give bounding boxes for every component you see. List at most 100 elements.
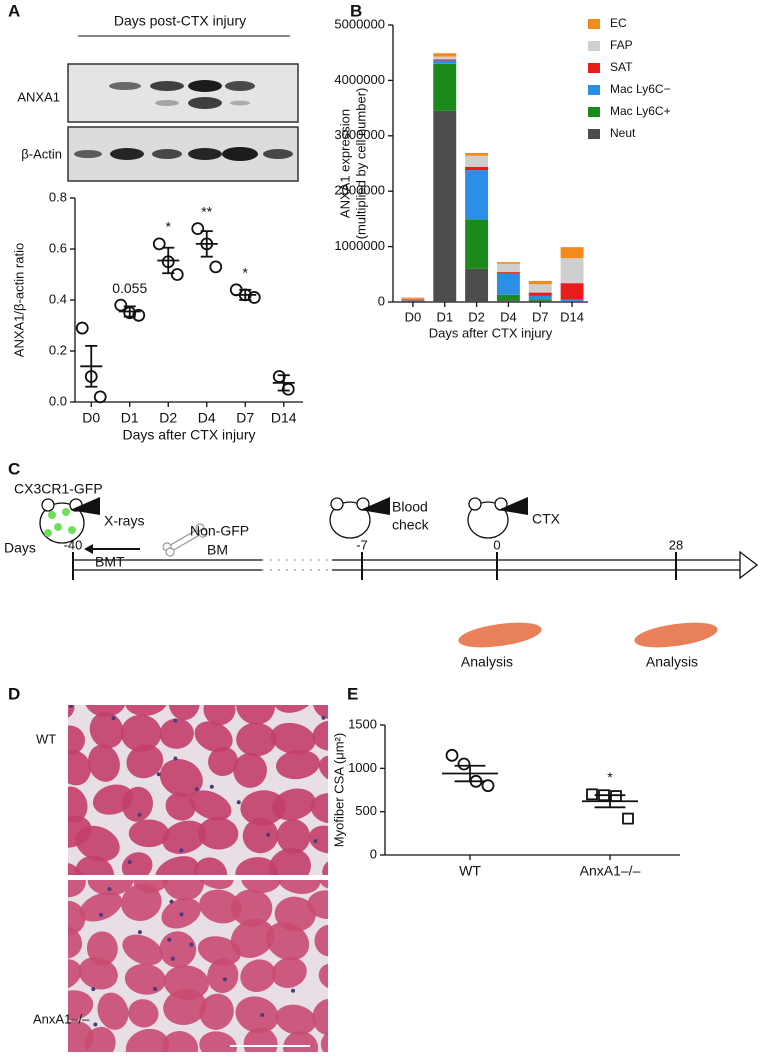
muscle-fiber — [89, 712, 124, 749]
legend-label: Neut — [610, 126, 636, 140]
y-axis-label: Myofiber CSA (μm²) — [331, 733, 346, 847]
data-point — [93, 390, 107, 404]
bar-segment — [560, 247, 584, 259]
data-point — [114, 298, 128, 312]
donor-label: BM — [207, 542, 228, 558]
strain-label: CX3CR1-GFP — [14, 481, 103, 497]
nucleus — [127, 860, 132, 865]
blot-bands — [74, 80, 293, 161]
bar-segment — [401, 298, 425, 300]
muscle-fiber — [268, 848, 311, 875]
x-tick-label: D14 — [271, 410, 297, 426]
nucleus — [93, 1022, 98, 1027]
x-tick-label: D0 — [82, 410, 100, 426]
muscle-fiber — [159, 718, 194, 749]
muscle-fiber — [68, 959, 82, 990]
y-tick-label: 500 — [355, 803, 377, 818]
muscle-fiber — [163, 988, 207, 1025]
data-point — [622, 812, 634, 825]
panel-label: C — [8, 459, 20, 478]
nucleus — [189, 942, 194, 947]
bar-segment — [528, 299, 552, 301]
muscle-fiber — [275, 749, 320, 780]
muscle-fiber — [97, 992, 129, 1030]
bar-segment — [401, 300, 425, 302]
bar-segment — [496, 263, 520, 273]
bar-segment — [496, 262, 520, 264]
legend-label: SAT — [610, 60, 633, 74]
bar-segment — [433, 56, 457, 60]
y-tick-label: 0.2 — [49, 342, 67, 357]
bar-segment — [528, 284, 552, 293]
muscle-fiber — [68, 900, 86, 936]
muscle-fiber — [122, 934, 163, 966]
muscle-fiber — [168, 705, 200, 721]
x-tick-label: D2 — [468, 309, 485, 324]
data-point — [209, 260, 223, 274]
day-label: 0 — [493, 537, 500, 552]
ctx-label: CTX — [532, 511, 561, 527]
legend-label: Mac Ly6C+ — [610, 104, 671, 118]
muscle-fiber — [79, 892, 123, 922]
nucleus — [153, 987, 158, 992]
muscle-fiber — [193, 857, 228, 875]
y-tick-label: 0.0 — [49, 393, 67, 408]
muscle-fiber — [128, 999, 159, 1028]
muscle-fiber — [236, 722, 277, 757]
day-label: -40 — [64, 537, 83, 552]
histology-image — [68, 880, 328, 1052]
y-tick-label: 0.4 — [49, 291, 67, 306]
muscle-fiber — [126, 744, 164, 779]
bar-segment — [433, 53, 457, 57]
bar-segment — [496, 273, 520, 295]
muscle-fiber — [125, 1028, 170, 1052]
x-tick-label: D14 — [560, 309, 584, 324]
bar-segment — [465, 220, 489, 269]
annotation: ** — [201, 203, 212, 219]
xrays-label: X-rays — [104, 513, 144, 529]
panel-label: E — [347, 684, 358, 703]
x-tick-label: D1 — [436, 309, 453, 324]
nucleus — [156, 772, 161, 777]
y-tick-label: 0.8 — [49, 189, 67, 204]
data-point — [481, 779, 495, 793]
annotation: 0.055 — [112, 280, 147, 296]
muscle-fiber — [68, 880, 86, 898]
muscle-fiber — [276, 819, 311, 854]
muscle-fiber — [312, 998, 328, 1036]
muscle-fiber — [275, 1004, 317, 1035]
muscle-fiber — [307, 890, 328, 920]
muscle-fiber — [155, 856, 199, 875]
histology-label: WT — [36, 731, 56, 746]
muscle-fiber — [265, 922, 310, 961]
muscle-fiber — [270, 722, 316, 755]
y-tick-label: 1500 — [348, 716, 377, 731]
donor-label: Non-GFP — [190, 523, 249, 539]
bar-segment — [560, 300, 584, 302]
blot-row-label: β-Actin — [21, 146, 62, 161]
legend-swatch — [588, 41, 600, 51]
muscle-fiber — [124, 963, 166, 995]
data-point — [152, 237, 166, 251]
nucleus — [69, 705, 74, 709]
muscle-fiber — [84, 705, 127, 717]
legend-swatch — [588, 63, 600, 73]
bar-segment — [465, 152, 489, 156]
data-point — [132, 308, 146, 322]
nucleus — [137, 812, 142, 817]
legend-swatch — [588, 107, 600, 117]
muscle-fiber — [78, 956, 118, 990]
muscle-fiber — [207, 958, 239, 994]
muscle-fiber — [243, 1027, 278, 1052]
blot-header: Days post-CTX injury — [114, 13, 246, 29]
y-tick-label: 1000000 — [334, 238, 385, 253]
bar-segment — [433, 110, 457, 303]
y-tick-label: 0 — [378, 293, 385, 308]
data-point — [445, 748, 459, 762]
bar-segment — [528, 280, 552, 285]
x-tick-label: D4 — [198, 410, 216, 426]
muscle-fiber — [163, 965, 210, 1000]
muscle-fiber — [242, 818, 279, 854]
blood-label: Blood — [392, 499, 428, 515]
